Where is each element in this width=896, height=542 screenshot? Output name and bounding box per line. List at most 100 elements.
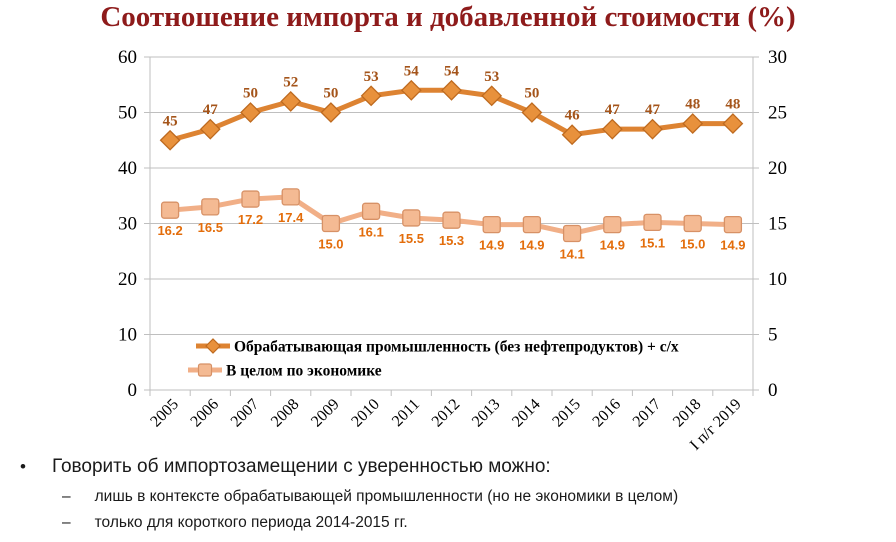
note-sub-text-1: лишь в контексте обрабатывающей промышле… [94, 488, 679, 505]
data-point-label: 15.5 [399, 231, 424, 246]
x-axis-label: 2008 [268, 396, 303, 431]
data-point-label: 52 [283, 74, 298, 90]
square-marker [562, 224, 582, 243]
data-point-label: 50 [243, 86, 258, 102]
square-marker [160, 201, 180, 219]
diamond-marker [280, 90, 302, 112]
diamond-marker [722, 113, 744, 135]
diamond-marker [400, 79, 422, 101]
square-marker [201, 198, 220, 216]
diamond-marker [682, 113, 704, 135]
x-axis-label: 2006 [187, 396, 222, 431]
legend-label: Обрабатывающая промышленность (без нефте… [234, 339, 679, 356]
data-point-label: 16.2 [157, 223, 182, 238]
data-point-label: 48 [685, 97, 700, 113]
x-axis-label: 2016 [589, 396, 624, 431]
square-marker [321, 214, 341, 233]
right-axis-label: 25 [768, 103, 787, 124]
left-axis-label: 10 [118, 325, 137, 346]
square-marker [683, 214, 702, 233]
note-heading-text: Говорить об импортозамещении с увереннос… [51, 456, 551, 477]
data-point-label: 50 [524, 86, 539, 102]
data-point-label: 15.3 [439, 233, 464, 248]
square-marker [442, 211, 461, 229]
square-marker [643, 213, 662, 232]
left-axis-label: 20 [118, 269, 137, 290]
data-point-label: 54 [404, 63, 420, 79]
x-axis-label: 2012 [429, 396, 464, 431]
data-point-label: 14.9 [720, 238, 745, 253]
data-point-label: 16.5 [198, 220, 223, 235]
left-axis-label: 30 [118, 214, 137, 235]
page-title: Соотношение импорта и добавленной стоимо… [100, 1, 796, 33]
square-marker [241, 190, 260, 208]
diamond-marker [159, 129, 181, 151]
right-axis-label: 0 [768, 380, 778, 401]
data-point-label: 14.9 [600, 238, 625, 253]
diamond-marker [481, 85, 503, 107]
diamond-marker [240, 102, 261, 123]
diamond-marker [521, 102, 543, 123]
diamond-marker [441, 79, 462, 101]
left-axis-label: 60 [118, 47, 137, 68]
data-point-label: 46 [565, 108, 581, 124]
left-axis-label: 40 [118, 158, 137, 179]
x-axis-label: 2010 [348, 396, 383, 431]
left-axis-label: 0 [128, 380, 138, 401]
data-point-label: 15.0 [318, 237, 343, 252]
square-marker [603, 215, 622, 234]
bullet-marker: • [20, 457, 26, 476]
x-axis-label: 2011 [389, 396, 423, 430]
right-axis-label: 30 [768, 47, 787, 68]
x-axis-label: 2015 [549, 396, 584, 431]
data-point-label: 15.1 [640, 235, 665, 250]
x-axis-label: 2009 [308, 396, 343, 431]
data-point-label: 48 [725, 97, 740, 113]
data-point-label: 14.9 [479, 238, 504, 253]
legend-label: В целом по экономике [226, 363, 382, 380]
note-sub-row-2: – только для короткого периода 2014-2015 … [62, 514, 408, 532]
data-point-label: 17.4 [278, 210, 304, 225]
data-point-label: 54 [444, 63, 460, 79]
data-point-label: 47 [203, 102, 219, 118]
data-point-label: 50 [323, 86, 338, 102]
data-point-label: 45 [163, 113, 178, 129]
square-marker [402, 209, 421, 227]
data-point-label: 47 [605, 102, 621, 118]
line-chart: 0 10 20 30 40 50 60 0 5 10 15 20 25 30 2005 2006 2007 200… [0, 42, 896, 452]
note-sub-row-1: – лишь в контексте обрабатывающей промышл… [62, 488, 678, 506]
right-axis-label: 10 [768, 269, 787, 290]
x-axis-label: 2018 [670, 396, 705, 431]
note-sub-text-2: только для короткого периода 2014-2015 г… [94, 514, 408, 531]
diamond-marker [360, 85, 382, 107]
note-heading-row: • Говорить об импортозамещении с уверенно… [20, 456, 551, 478]
right-axis-label: 15 [768, 214, 787, 235]
x-axis-label: 2017 [630, 396, 665, 431]
square-marker [281, 188, 300, 206]
data-point-label: 16.1 [358, 224, 383, 239]
x-axis-label: 2013 [469, 396, 504, 431]
left-axis-label: 50 [118, 103, 137, 124]
dash-marker: – [62, 514, 71, 531]
diamond-marker [199, 118, 221, 140]
square-marker [723, 215, 743, 234]
x-axis-label: 2005 [147, 396, 182, 431]
diamond-marker [320, 102, 342, 123]
right-axis-label: 20 [768, 158, 787, 179]
diamond-marker [601, 118, 623, 140]
data-point-label: 53 [364, 69, 379, 85]
legend-square-marker [197, 363, 213, 377]
diamond-marker [561, 124, 583, 146]
legend-diamond-marker [205, 338, 221, 354]
data-point-label: 15.0 [680, 237, 705, 252]
x-axis-label: 2014 [509, 396, 544, 431]
square-marker [522, 215, 542, 234]
data-point-label: 14.9 [519, 238, 544, 253]
data-point-label: 17.2 [238, 212, 263, 227]
x-axis-label: 2007 [228, 396, 263, 431]
diamond-marker [642, 118, 663, 140]
data-point-label: 53 [484, 69, 499, 85]
data-point-label: 14.1 [559, 246, 584, 261]
square-marker [361, 202, 381, 220]
